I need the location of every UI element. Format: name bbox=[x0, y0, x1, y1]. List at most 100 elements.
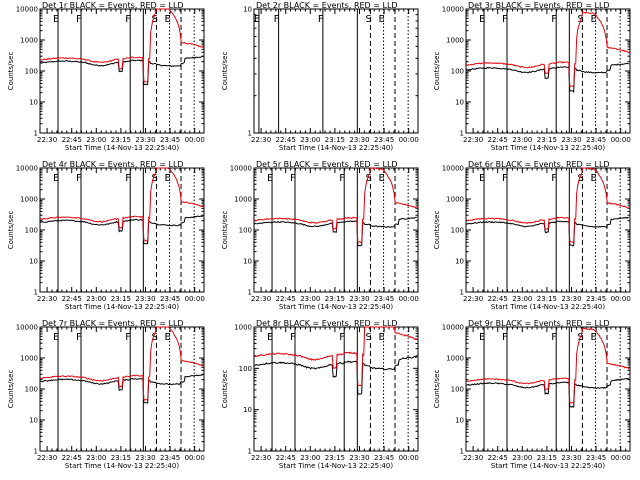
x-tick-label: 22:30 bbox=[251, 454, 271, 462]
x-tick-label: 23:30 bbox=[561, 295, 581, 303]
x-tick-label: 23:00 bbox=[86, 454, 106, 462]
x-tick-label: 23:00 bbox=[86, 295, 106, 303]
time-marker-label: E bbox=[591, 173, 597, 184]
x-axis-label: Start Time (14-Nov-13 22:25:40) bbox=[279, 462, 393, 470]
y-tick-label: 10 bbox=[455, 99, 464, 107]
panel-det-9r: Det 9r BLACK = Events, RED = LLD 1 10 100 10… bbox=[433, 319, 631, 470]
time-marker-label: S bbox=[151, 173, 157, 184]
x-tick-label: 23:45 bbox=[374, 454, 394, 462]
x-tick-label: 23:15 bbox=[111, 136, 131, 144]
time-marker-label: E bbox=[165, 173, 171, 184]
panel-det-1r: Det 1r BLACK = Events, RED = LLD 1 10 100 10… bbox=[7, 1, 205, 152]
x-tick-label: 00:00 bbox=[399, 136, 419, 144]
y-tick-label: 10 bbox=[29, 417, 38, 425]
time-marker-label: F bbox=[290, 173, 296, 184]
time-marker-label: E bbox=[591, 14, 597, 25]
x-tick-label: 23:00 bbox=[300, 136, 320, 144]
panel-title: Det 9r BLACK = Events, RED = LLD bbox=[468, 319, 610, 328]
y-tick-label: 1 bbox=[248, 289, 252, 297]
y-axis-label: Counts/sec bbox=[7, 211, 15, 250]
panel-det-4r: Det 4r BLACK = Events, RED = LLD 1 10 100 10… bbox=[7, 160, 205, 311]
x-tick-label: 23:30 bbox=[561, 454, 581, 462]
x-tick-label: 23:00 bbox=[512, 295, 532, 303]
x-tick-label: 22:30 bbox=[251, 295, 271, 303]
x-tick-label: 23:00 bbox=[300, 295, 320, 303]
y-tick-label: 10000 bbox=[16, 6, 38, 14]
series-events-line bbox=[40, 215, 204, 245]
panel-title: Det 5r BLACK = Events, RED = LLD bbox=[256, 160, 398, 169]
x-tick-label: 00:00 bbox=[611, 295, 631, 303]
x-tick-label: 23:45 bbox=[586, 136, 606, 144]
time-marker-label: F bbox=[76, 332, 82, 343]
y-tick-label: 10 bbox=[243, 258, 252, 266]
y-axis-label: Counts/sec bbox=[221, 211, 229, 250]
x-axis-label: Start Time (14-Nov-13 22:25:40) bbox=[65, 462, 179, 470]
time-marker-label: F bbox=[502, 173, 508, 184]
y-axis-label: Counts/sec bbox=[433, 52, 441, 91]
y-tick-label: 10000 bbox=[16, 324, 38, 332]
time-marker-label: E bbox=[53, 332, 59, 343]
x-tick-label: 23:15 bbox=[537, 136, 557, 144]
panel-title: Det 8r BLACK = Events, RED = LLD bbox=[256, 319, 398, 328]
x-tick-label: 23:45 bbox=[374, 295, 394, 303]
time-marker-label: E bbox=[479, 173, 485, 184]
series-events-line bbox=[40, 374, 204, 404]
y-tick-label: 10 bbox=[455, 417, 464, 425]
x-tick-label: 22:30 bbox=[251, 136, 271, 144]
series-lld-line bbox=[40, 167, 204, 242]
time-marker-label: F bbox=[76, 173, 82, 184]
panel-title: Det 7r BLACK = Events, RED = LLD bbox=[42, 319, 184, 328]
y-tick-label: 1 bbox=[460, 448, 464, 456]
panel-det-6r: Det 6r BLACK = Events, RED = LLD 1 10 100 10… bbox=[433, 160, 631, 311]
time-marker-label: S bbox=[365, 332, 371, 343]
series-events-line bbox=[466, 62, 630, 94]
x-tick-label: 23:30 bbox=[349, 136, 369, 144]
x-tick-label: 23:15 bbox=[537, 295, 557, 303]
x-axis-label: Start Time (14-Nov-13 22:25:40) bbox=[491, 144, 605, 152]
time-marker-label: E bbox=[53, 173, 59, 184]
y-tick-label: 1000 bbox=[20, 37, 38, 45]
plot-frame bbox=[253, 326, 419, 452]
series-events-line bbox=[254, 216, 417, 247]
time-marker-label: E bbox=[53, 14, 59, 25]
x-axis-label: Start Time (14-Nov-13 22:25:40) bbox=[279, 303, 393, 311]
panel-title: Det 6r BLACK = Events, RED = LLD bbox=[468, 160, 610, 169]
series-lld-line bbox=[40, 8, 204, 83]
panel-title: Det 1r BLACK = Events, RED = LLD bbox=[42, 1, 184, 10]
y-tick-label: 1 bbox=[34, 289, 38, 297]
y-tick-label: 1 bbox=[34, 448, 38, 456]
y-tick-label: 10 bbox=[29, 99, 38, 107]
y-tick-label: 10 bbox=[243, 6, 252, 14]
time-marker-label: E bbox=[254, 14, 260, 25]
x-tick-label: 22:30 bbox=[463, 136, 483, 144]
y-tick-label: 10 bbox=[455, 258, 464, 266]
x-tick-label: 00:00 bbox=[611, 136, 631, 144]
series-events-line bbox=[40, 56, 203, 86]
panel-det-7r: Det 7r BLACK = Events, RED = LLD 1 10 100 10… bbox=[7, 319, 205, 470]
y-tick-label: 1 bbox=[460, 289, 464, 297]
time-marker-label: F bbox=[274, 14, 280, 25]
panel-det-8r: Det 8r BLACK = Events, RED = LLD 1 10 100 10… bbox=[221, 319, 419, 470]
y-axis-label: Counts/sec bbox=[221, 52, 229, 91]
x-tick-label: 23:45 bbox=[160, 295, 180, 303]
x-tick-label: 22:30 bbox=[37, 136, 57, 144]
x-tick-label: 23:15 bbox=[111, 454, 131, 462]
x-tick-label: 00:00 bbox=[399, 454, 419, 462]
panel-title: Det 3r BLACK = Events, RED = LLD bbox=[468, 1, 610, 10]
y-tick-label: 100 bbox=[25, 386, 38, 394]
panel-title: Det 4r BLACK = Events, RED = LLD bbox=[42, 160, 184, 169]
x-tick-label: 23:30 bbox=[135, 295, 155, 303]
x-tick-label: 00:00 bbox=[399, 295, 419, 303]
y-tick-label: 1 bbox=[34, 130, 38, 138]
y-tick-label: 1000 bbox=[446, 355, 464, 363]
time-marker-label: F bbox=[290, 332, 296, 343]
y-tick-label: 1000 bbox=[446, 37, 464, 45]
x-tick-label: 22:30 bbox=[37, 295, 57, 303]
x-tick-label: 23:00 bbox=[300, 454, 320, 462]
x-tick-label: 23:45 bbox=[160, 136, 180, 144]
x-tick-label: 00:00 bbox=[185, 454, 205, 462]
time-marker-label: E bbox=[479, 332, 485, 343]
x-tick-label: 23:45 bbox=[374, 136, 394, 144]
time-marker-label: E bbox=[379, 173, 385, 184]
x-tick-label: 22:45 bbox=[62, 454, 82, 462]
